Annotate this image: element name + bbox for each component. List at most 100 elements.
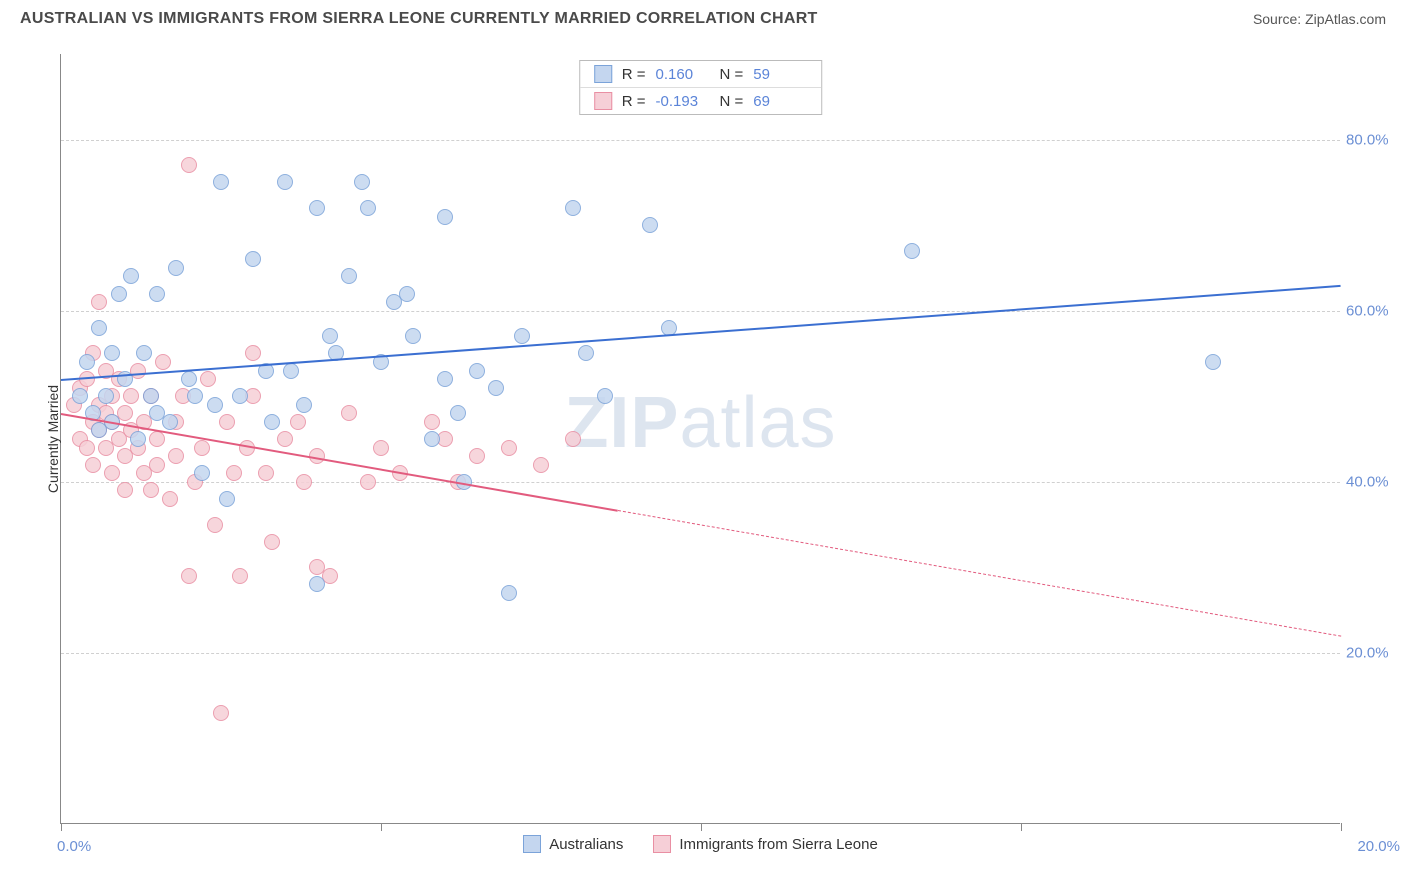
data-point [354,174,370,190]
data-point [207,517,223,533]
data-point [277,174,293,190]
data-point [207,397,223,413]
legend-r-value: -0.193 [656,93,710,110]
correlation-legend: R = 0.160 N = 59 R = -0.193 N = 69 [579,60,823,115]
legend-item: Australians [523,835,623,853]
data-point [123,268,139,284]
legend-item: Immigrants from Sierra Leone [653,835,877,853]
data-point [187,388,203,404]
data-point [111,286,127,302]
data-point [226,465,242,481]
data-point [296,397,312,413]
data-point [296,474,312,490]
x-tick [61,823,62,831]
legend-n-value: 59 [753,66,807,83]
data-point [258,465,274,481]
watermark-bold: ZIP [564,383,679,463]
legend-label: Australians [549,836,623,853]
x-tick-label-left: 0.0% [57,838,91,855]
data-point [290,414,306,430]
data-point [424,431,440,447]
x-tick [1341,823,1342,831]
data-point [277,431,293,447]
data-point [1205,354,1221,370]
data-point [143,482,159,498]
data-point [264,534,280,550]
legend-r-label: R = [622,66,646,83]
data-point [501,440,517,456]
legend-swatch [653,835,671,853]
data-point [322,328,338,344]
data-point [149,431,165,447]
data-point [168,448,184,464]
legend-n-label: N = [720,93,744,110]
data-point [79,354,95,370]
data-point [194,465,210,481]
data-point [642,217,658,233]
data-point [91,294,107,310]
chart-container: Currently Married ZIPatlas R =0.160N =59… [20,44,1386,874]
data-point [149,286,165,302]
data-point [264,414,280,430]
x-tick-label-right: 20.0% [1357,838,1400,855]
data-point [162,414,178,430]
legend-n-value: 69 [753,93,807,110]
data-point [578,345,594,361]
data-point [72,388,88,404]
data-point [501,585,517,601]
legend-row: R = 0.160 N = 59 [580,61,822,87]
data-point [130,431,146,447]
data-point [597,388,613,404]
y-tick-label: 80.0% [1346,131,1400,148]
data-point [104,345,120,361]
data-point [309,576,325,592]
data-point [213,174,229,190]
chart-header: AUSTRALIAN VS IMMIGRANTS FROM SIERRA LEO… [0,0,1406,34]
gridline [61,653,1340,654]
gridline [61,482,1340,483]
data-point [437,371,453,387]
series-legend: Australians Immigrants from Sierra Leone [61,835,1340,853]
watermark-light: atlas [679,383,836,463]
data-point [309,200,325,216]
x-tick [381,823,382,831]
data-point [143,388,159,404]
data-point [181,157,197,173]
data-point [91,320,107,336]
data-point [98,388,114,404]
legend-n-label: N = [720,66,744,83]
trend-line [618,510,1341,637]
data-point [181,371,197,387]
data-point [155,354,171,370]
y-tick-label: 40.0% [1346,473,1400,490]
data-point [514,328,530,344]
data-point [488,380,504,396]
data-point [104,465,120,481]
data-point [181,568,197,584]
data-point [360,474,376,490]
plot-area: Currently Married ZIPatlas R =0.160N =59… [60,54,1340,824]
y-tick-label: 60.0% [1346,302,1400,319]
data-point [149,457,165,473]
data-point [117,482,133,498]
data-point [341,268,357,284]
data-point [232,568,248,584]
chart-title: AUSTRALIAN VS IMMIGRANTS FROM SIERRA LEO… [20,10,818,28]
data-point [283,363,299,379]
legend-r-value: 0.160 [656,66,710,83]
gridline [61,140,1340,141]
data-point [245,345,261,361]
data-point [341,405,357,421]
data-point [437,209,453,225]
legend-swatch [594,92,612,110]
data-point [200,371,216,387]
data-point [232,388,248,404]
chart-source: Source: ZipAtlas.com [1253,11,1386,27]
data-point [79,440,95,456]
data-point [565,431,581,447]
legend-r-label: R = [622,93,646,110]
data-point [399,286,415,302]
data-point [533,457,549,473]
data-point [904,243,920,259]
legend-row: R = -0.193 N = 69 [580,87,822,114]
